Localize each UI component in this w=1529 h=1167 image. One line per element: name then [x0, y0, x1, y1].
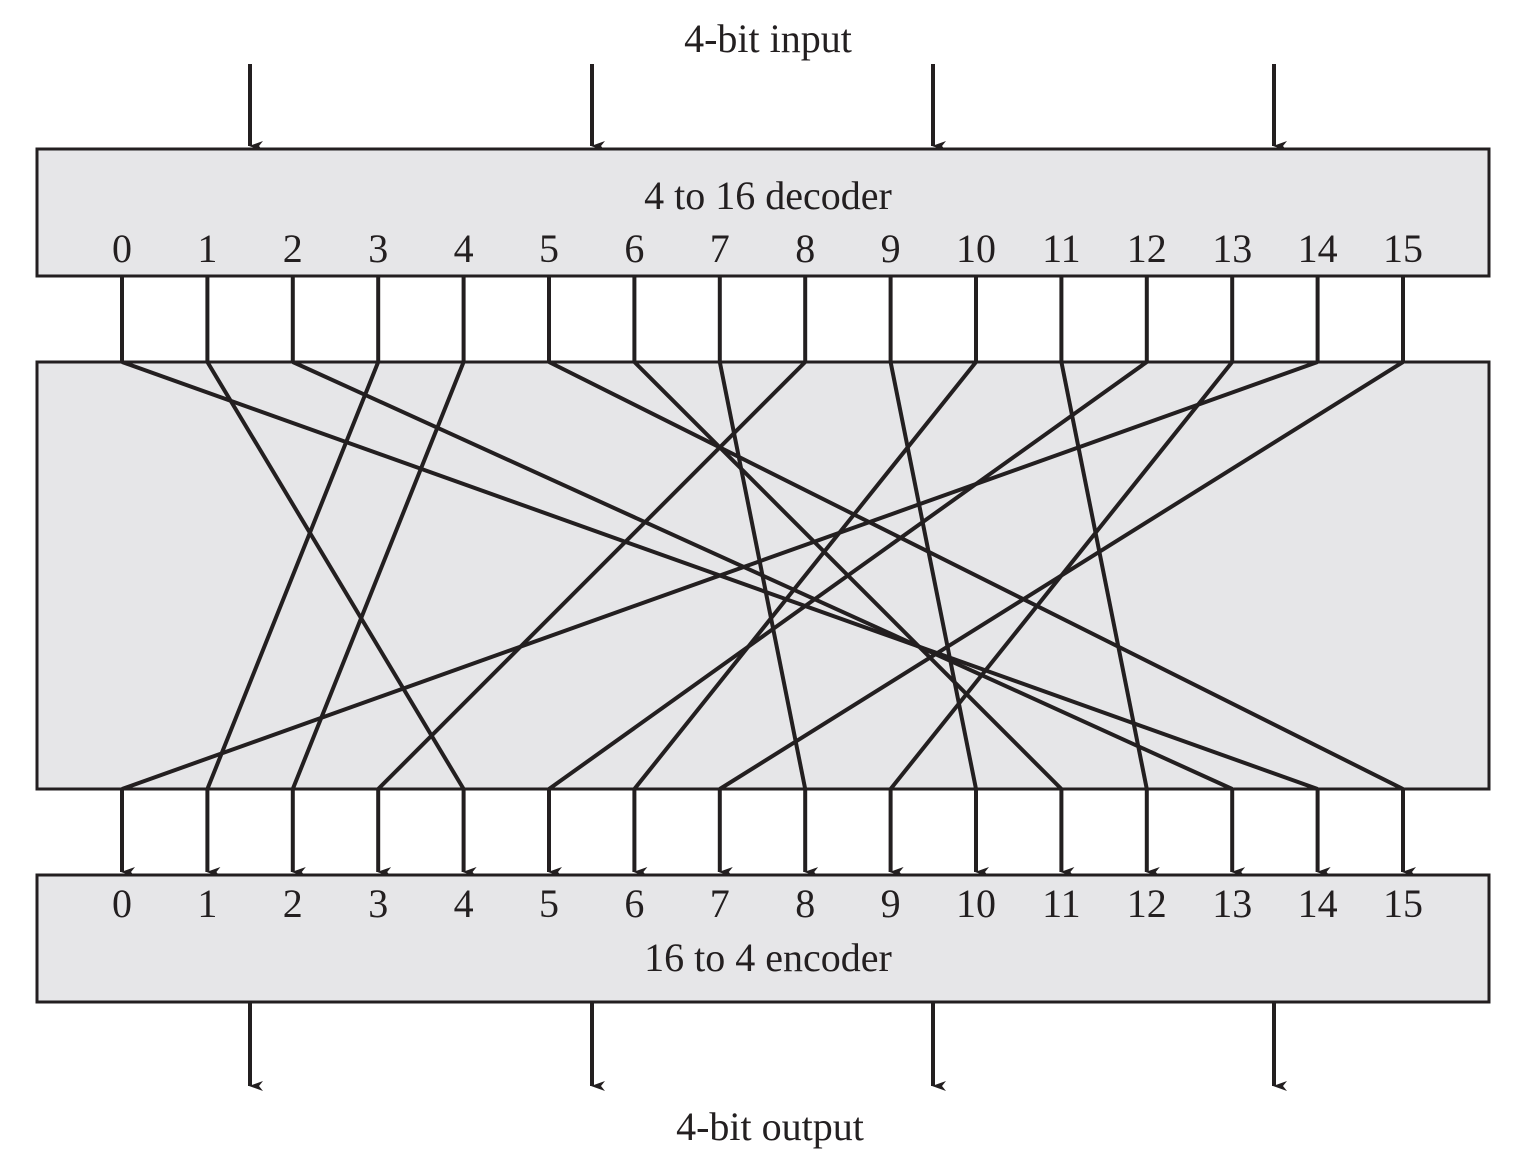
decoder-output-number: 4	[454, 226, 474, 271]
decoder-output-number: 10	[956, 226, 996, 271]
output-arrows	[248, 1002, 1287, 1091]
encoder-input-number: 14	[1298, 881, 1338, 926]
encoder-input-number: 9	[881, 881, 901, 926]
encoder-input-number: 7	[710, 881, 730, 926]
decoder-output-number: 8	[795, 226, 815, 271]
output-label: 4-bit output	[676, 1104, 864, 1149]
permutation-wire	[1059, 361, 1149, 790]
decoder-output-number: 0	[112, 226, 132, 271]
decoder-box	[35, 147, 1491, 278]
decoder-output-number: 13	[1212, 226, 1252, 271]
decoder-output-number: 6	[624, 226, 644, 271]
permutation-wire	[888, 361, 978, 790]
decoder-output-labels: 0 1 2 3 4 5 6 7 8 9 10 11 12 13 14 15	[112, 226, 1423, 271]
encoder-input-number: 13	[1212, 881, 1252, 926]
permutation-wire	[718, 360, 1405, 791]
encoder-input-number: 1	[197, 881, 217, 926]
encoder-input-number: 15	[1383, 881, 1423, 926]
input-label: 4-bit input	[684, 16, 852, 61]
decoder-output-number: 15	[1383, 226, 1423, 271]
decoder-output-number: 7	[710, 226, 730, 271]
encoder-input-number: 2	[283, 881, 303, 926]
decoder-output-number: 11	[1042, 226, 1081, 271]
encoder-input-number: 0	[112, 881, 132, 926]
permutation-wire	[205, 360, 466, 791]
encoder-input-number: 10	[956, 881, 996, 926]
encoder-input-labels: 0 1 2 3 4 5 6 7 8 9 10 11 12 13 14 15	[112, 881, 1423, 926]
permutation-wire	[205, 361, 381, 790]
encoder-input-number: 3	[368, 881, 388, 926]
decoder-output-number: 1	[197, 226, 217, 271]
permutation-wire	[376, 360, 807, 791]
decoder-output-number: 5	[539, 226, 559, 271]
encoder-input-number: 6	[624, 881, 644, 926]
encoder-input-number: 11	[1042, 881, 1081, 926]
decoder-output-number: 2	[283, 226, 303, 271]
decoder-output-number: 14	[1298, 226, 1338, 271]
decoder-output-number: 9	[881, 226, 901, 271]
encoder-input-number: 5	[539, 881, 559, 926]
encoder-input-number: 8	[795, 881, 815, 926]
encoder-box	[35, 873, 1491, 1004]
permutation-wire	[547, 360, 1148, 791]
decoder-output-number: 12	[1127, 226, 1167, 271]
permutation-wire	[548, 360, 1404, 791]
permutation-wires	[120, 276, 1416, 877]
encoder-label: 16 to 4 encoder	[644, 935, 892, 980]
permutation-wire	[121, 360, 1319, 791]
permutation-wire	[632, 360, 978, 791]
decoder-label: 4 to 16 decoder	[644, 173, 892, 218]
input-arrows	[248, 64, 1287, 151]
decoder-output-number: 3	[368, 226, 388, 271]
encoder-input-number: 4	[454, 881, 474, 926]
encoder-input-number: 12	[1127, 881, 1167, 926]
